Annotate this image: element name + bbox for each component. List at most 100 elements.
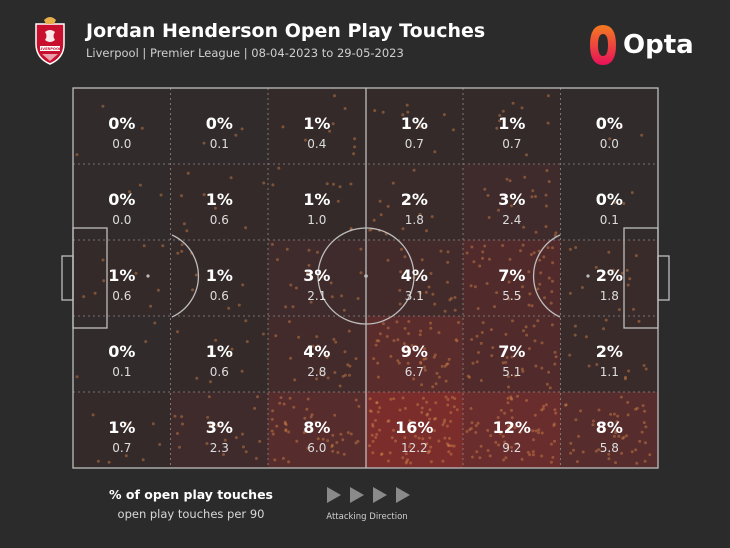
touch-dot xyxy=(342,308,346,312)
heat-cell-r0-c5 xyxy=(560,88,658,164)
touch-dot xyxy=(510,355,514,359)
touch-dot xyxy=(543,296,546,300)
touch-dot xyxy=(430,215,434,219)
touch-dot xyxy=(176,432,179,435)
touch-dot xyxy=(468,428,472,432)
touch-dot xyxy=(348,364,352,368)
touch-dot xyxy=(434,417,437,420)
touch-dot xyxy=(401,456,405,460)
touch-dot xyxy=(532,251,536,255)
touch-dot xyxy=(256,395,259,399)
touch-dot xyxy=(540,454,544,458)
touch-dot xyxy=(547,370,551,374)
touch-dot xyxy=(368,228,372,232)
touch-dot xyxy=(395,320,399,324)
touch-dot xyxy=(333,371,337,374)
touch-dot xyxy=(446,398,450,401)
touch-dot xyxy=(528,453,532,457)
zone-per90-r4-c5: 5.8 xyxy=(600,441,619,455)
touch-dot xyxy=(381,322,385,326)
zone-percent-r3-c5: 2% xyxy=(596,342,623,361)
touch-dot xyxy=(368,397,372,401)
touch-dot xyxy=(207,395,211,399)
touch-dot xyxy=(336,451,340,454)
touch-dot xyxy=(501,109,505,113)
touch-dot xyxy=(307,263,311,267)
touch-dot xyxy=(386,326,390,330)
touch-dot xyxy=(435,371,439,375)
touch-dot xyxy=(241,432,244,436)
touch-dot xyxy=(498,113,502,117)
touch-dot xyxy=(134,271,138,275)
touch-dot xyxy=(244,450,248,454)
touch-dot xyxy=(625,434,628,438)
touch-dot xyxy=(568,247,572,251)
legend-title: % of open play touches xyxy=(109,487,273,502)
touch-dot xyxy=(258,439,262,443)
touch-dot xyxy=(546,94,550,98)
touch-dot xyxy=(481,321,485,325)
touch-dot xyxy=(455,408,459,412)
touch-dot xyxy=(433,429,436,433)
touch-dot xyxy=(421,437,425,441)
touch-dot xyxy=(503,440,507,444)
zone-per90-r4-c1: 2.3 xyxy=(210,441,229,455)
zone-per90-r2-c5: 1.8 xyxy=(600,289,619,303)
touch-dot xyxy=(427,450,431,454)
touch-dot xyxy=(374,343,378,347)
zone-percent-r1-c3: 2% xyxy=(401,190,428,209)
touch-dot xyxy=(537,431,540,435)
touch-dot xyxy=(439,249,443,253)
heat-cell-r3-c2 xyxy=(268,316,366,392)
touch-dot xyxy=(489,434,493,438)
touch-dot xyxy=(622,435,626,439)
touch-dot xyxy=(533,413,537,417)
touch-dot xyxy=(156,288,160,292)
touch-dot xyxy=(475,450,479,454)
touch-dot xyxy=(469,427,473,430)
touch-dot xyxy=(644,441,647,445)
touch-dot xyxy=(597,408,601,412)
liverpool-crest-icon: LIVERPOOL xyxy=(35,17,65,65)
touch-dot xyxy=(276,258,279,262)
touch-dot xyxy=(330,445,334,448)
touch-dot xyxy=(75,375,79,379)
touch-dot xyxy=(429,445,433,449)
touch-dot xyxy=(530,304,534,308)
touch-dot xyxy=(544,204,548,208)
touch-dot xyxy=(356,439,360,443)
touch-dot xyxy=(494,440,498,444)
heat-cell-r3-c1 xyxy=(170,316,268,392)
touch-dot xyxy=(607,250,611,254)
heat-cell-r1-c3 xyxy=(365,164,463,240)
touch-dot xyxy=(302,431,306,434)
touch-dot xyxy=(448,298,452,302)
touch-dot xyxy=(401,113,405,117)
right-penalty-arc xyxy=(532,234,561,318)
touch-dot xyxy=(223,438,227,442)
touch-dot xyxy=(626,283,630,287)
touch-dot xyxy=(75,153,79,157)
touch-dot xyxy=(630,191,634,195)
touch-dot xyxy=(488,454,492,458)
touch-dot xyxy=(617,434,621,438)
touch-dot xyxy=(354,441,358,445)
touch-dot xyxy=(420,406,424,410)
touch-dot xyxy=(481,250,485,254)
touch-dot xyxy=(227,306,231,310)
touch-dot xyxy=(375,339,379,343)
touch-dot xyxy=(124,454,128,458)
touch-dot xyxy=(444,379,448,383)
touch-dot xyxy=(432,355,436,359)
touch-dot xyxy=(270,417,274,421)
touch-dot xyxy=(213,206,217,210)
touch-dot xyxy=(418,333,422,337)
touch-dot xyxy=(442,420,446,424)
touch-dot xyxy=(339,432,343,436)
touch-dot xyxy=(372,218,376,222)
touch-dot xyxy=(544,225,548,229)
touch-dot xyxy=(447,357,451,361)
heat-cell-r2-c4 xyxy=(463,240,561,316)
zone-per90-r4-c4: 9.2 xyxy=(502,441,521,455)
